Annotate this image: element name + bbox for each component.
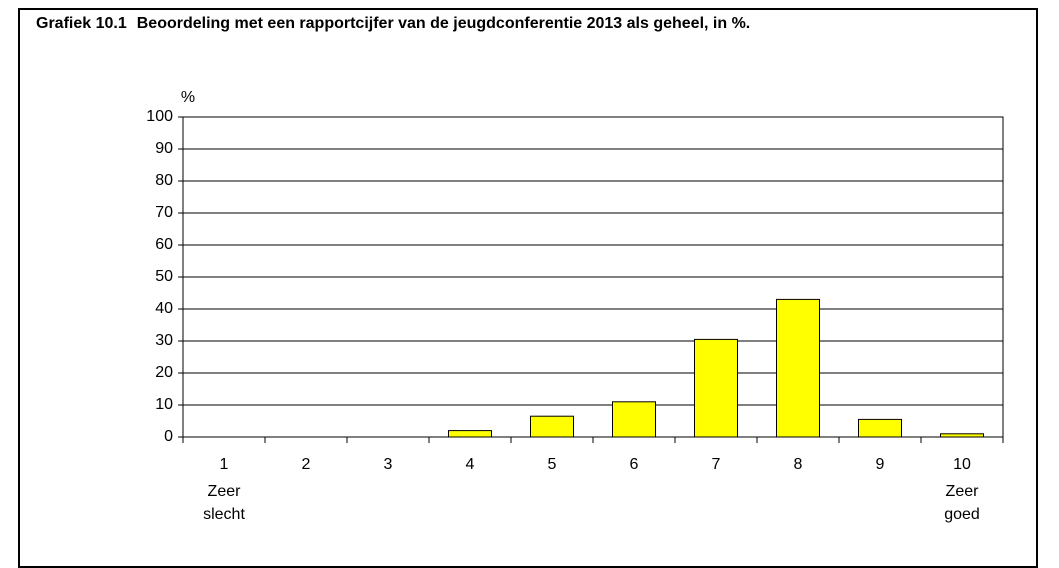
x-tick-label: 4	[466, 456, 475, 473]
y-tick-label: 10	[155, 396, 173, 413]
y-tick-label: 100	[146, 108, 173, 125]
bar	[448, 430, 492, 438]
bar	[940, 433, 984, 438]
x-tick-label: 6	[630, 456, 639, 473]
chart: % 0 10 20 30 40 50 60 70 80 90 100 1 2 3 4 5 6 7 8 9 10 Zeer s…	[146, 89, 1004, 523]
title-block: Grafiek 10.1 Beoordeling met een rapport…	[36, 14, 1036, 34]
page: {"chart_data": {"type": "bar", "label": …	[18, 8, 1038, 568]
annotation: Zeer slecht	[203, 483, 245, 523]
y-tick-label: 0	[164, 428, 173, 445]
x-tick-label: 2	[302, 456, 311, 473]
bar	[612, 401, 656, 438]
y-axis-label: %	[181, 89, 195, 106]
y-tick-label: 60	[155, 236, 173, 253]
bar	[858, 418, 902, 438]
x-tick-label: 1	[220, 456, 229, 473]
x-tick-label: 10	[953, 456, 971, 473]
x-tick-label: 8	[794, 456, 803, 473]
annotation-line: Zeer	[946, 483, 980, 500]
bar	[694, 338, 738, 438]
chart-label: Grafiek 10.1	[36, 15, 127, 32]
x-tick-label: 9	[876, 456, 885, 473]
annotation: Zeer goed	[944, 483, 980, 523]
y-tick-label: 50	[155, 268, 173, 285]
y-tick-label: 90	[155, 140, 173, 157]
annotation-line: goed	[944, 506, 980, 523]
y-tick-label: 80	[155, 172, 173, 189]
x-tick-label: 7	[712, 456, 721, 473]
bar	[530, 415, 574, 438]
annotation-line: slecht	[203, 506, 245, 523]
x-tick-label: 3	[384, 456, 393, 473]
y-tick-label: 20	[155, 364, 173, 381]
x-tick-label: 5	[548, 456, 557, 473]
y-tick-label: 70	[155, 204, 173, 221]
annotation-line: Zeer	[208, 483, 242, 500]
chart-title: Beoordeling met een rapportcijfer van de…	[136, 15, 751, 32]
bar	[776, 298, 820, 438]
y-tick-label: 40	[155, 300, 173, 317]
y-tick-label: 30	[155, 332, 173, 349]
